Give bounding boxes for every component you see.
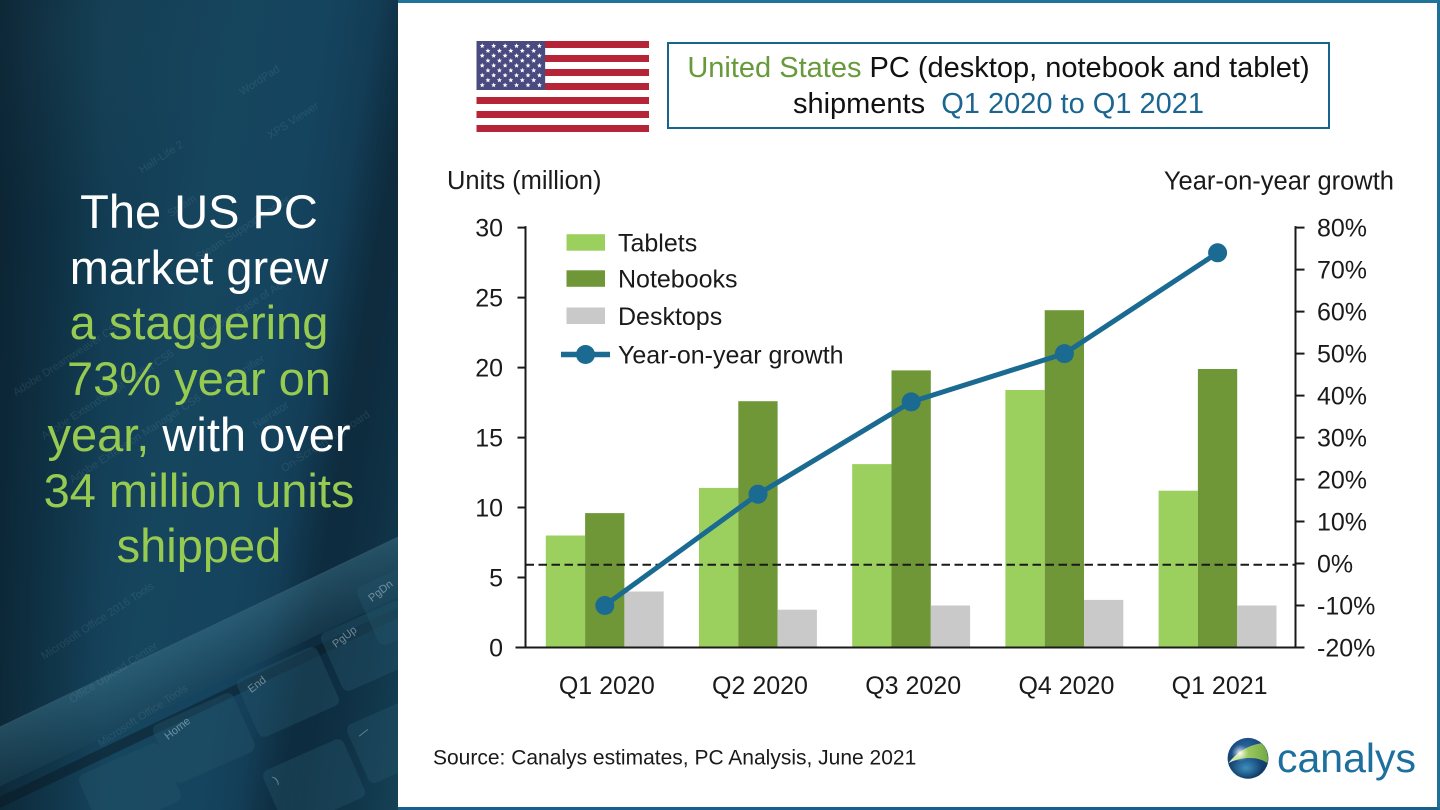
svg-text:Q2 2020: Q2 2020 [712, 672, 808, 700]
svg-text:-10%: -10% [1317, 593, 1375, 621]
svg-text:Units (million): Units (million) [447, 167, 601, 195]
svg-text:Source: Canalys estimates, PC: Source: Canalys estimates, PC Analysis, … [433, 747, 916, 770]
svg-text:Year-on-year growth: Year-on-year growth [1164, 168, 1394, 196]
svg-text:70%: 70% [1317, 257, 1367, 285]
svg-text:50%: 50% [1317, 341, 1367, 369]
svg-text:10: 10 [475, 495, 503, 523]
svg-text:0%: 0% [1317, 551, 1353, 579]
svg-text:Q4 2020: Q4 2020 [1018, 672, 1114, 700]
svg-text:30%: 30% [1317, 425, 1367, 453]
svg-text:Desktops: Desktops [618, 303, 722, 331]
svg-text:Q1 2021: Q1 2021 [1172, 672, 1268, 700]
svg-text:-20%: -20% [1317, 635, 1375, 663]
svg-text:60%: 60% [1317, 299, 1367, 327]
svg-text:25: 25 [475, 285, 503, 313]
svg-text:30: 30 [475, 215, 503, 243]
svg-text:Notebooks: Notebooks [618, 266, 738, 294]
svg-text:0: 0 [489, 635, 503, 663]
svg-text:80%: 80% [1317, 215, 1367, 243]
svg-text:Year-on-year growth: Year-on-year growth [618, 342, 844, 370]
svg-text:5: 5 [489, 565, 503, 593]
svg-text:10%: 10% [1317, 509, 1367, 537]
svg-text:canalys: canalys [1277, 735, 1416, 781]
svg-text:20%: 20% [1317, 467, 1367, 495]
svg-text:Q3 2020: Q3 2020 [865, 672, 961, 700]
svg-text:20: 20 [475, 355, 503, 383]
svg-text:Q1 2020: Q1 2020 [559, 672, 655, 700]
svg-text:40%: 40% [1317, 383, 1367, 411]
svg-text:Tablets: Tablets [618, 230, 697, 258]
svg-text:15: 15 [475, 425, 503, 453]
